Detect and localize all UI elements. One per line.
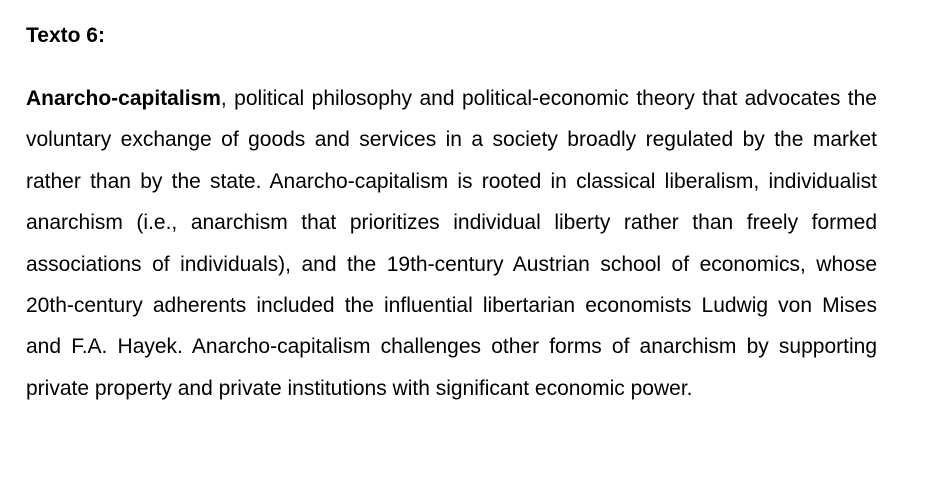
- defined-term: Anarcho-capitalism: [26, 87, 221, 110]
- body-paragraph: Anarcho-capitalism, political philosophy…: [26, 78, 877, 409]
- paragraph-text: , political philosophy and political-eco…: [26, 87, 877, 400]
- section-heading: Texto 6:: [26, 24, 105, 47]
- document: Texto 6: Anarcho-capitalism, political p…: [26, 0, 877, 409]
